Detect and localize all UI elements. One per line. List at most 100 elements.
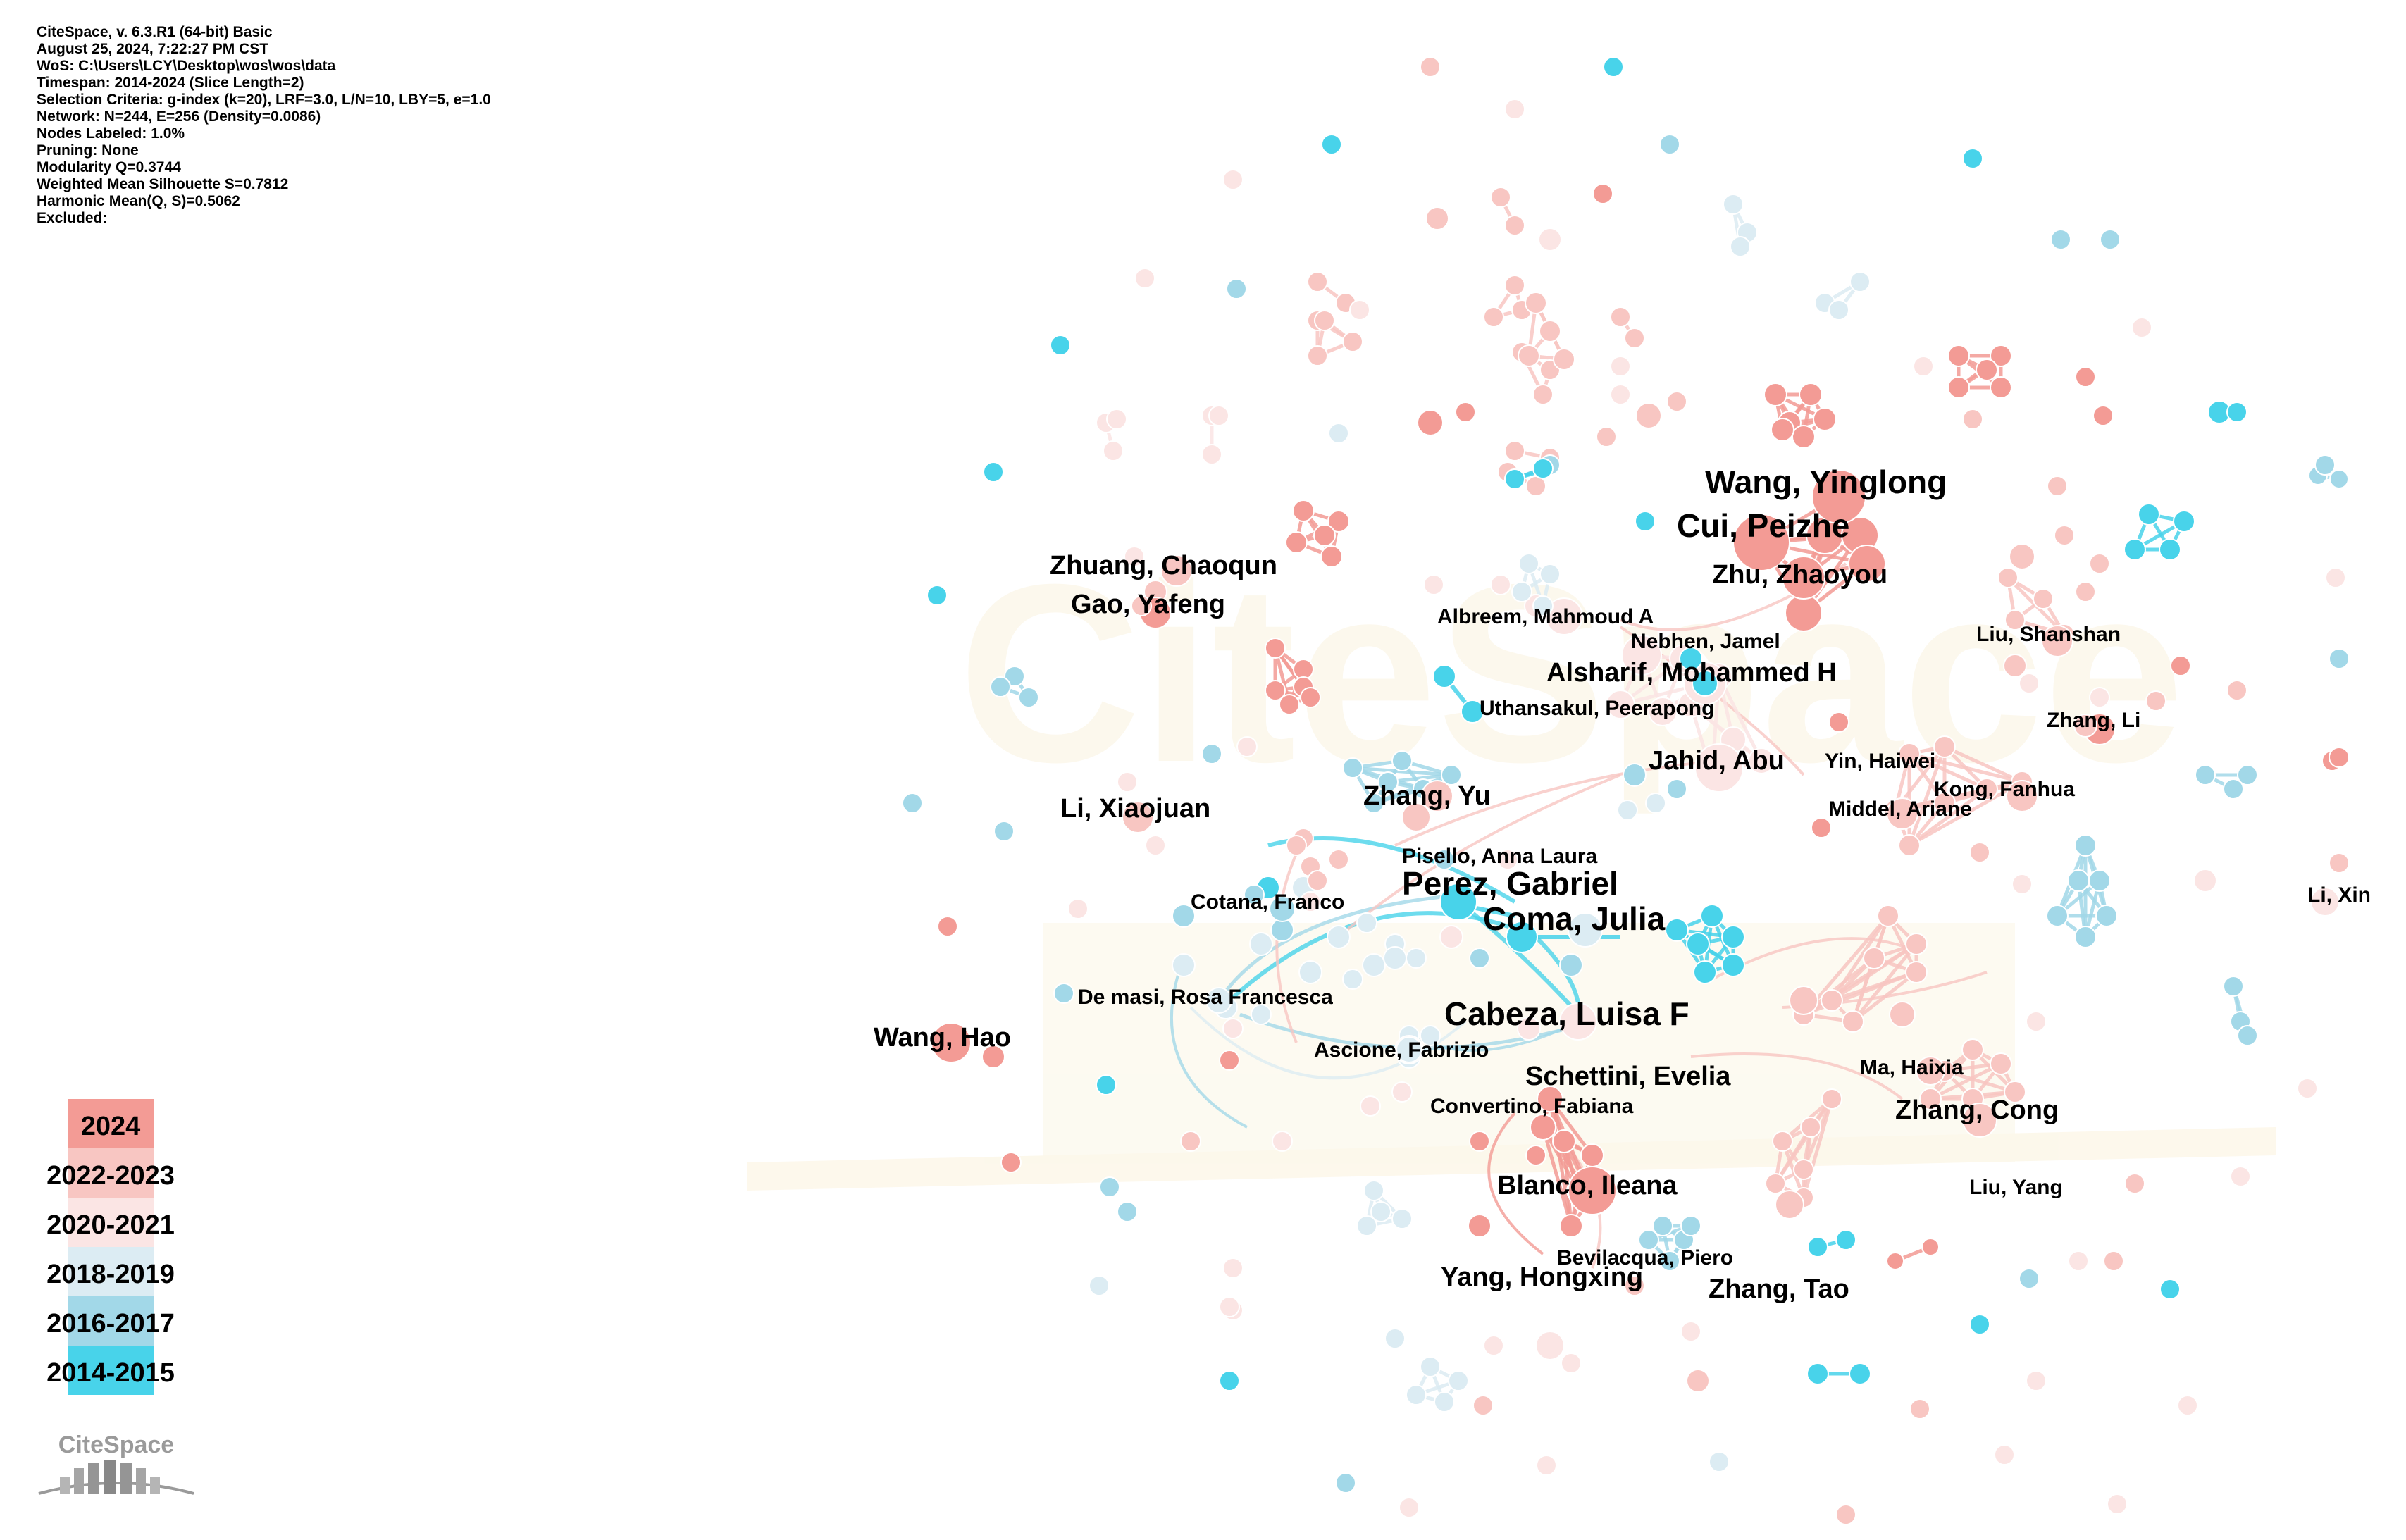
author-node[interactable] bbox=[1748, 747, 1775, 774]
author-node[interactable] bbox=[1721, 953, 1745, 977]
author-node[interactable] bbox=[1483, 1335, 1504, 1356]
author-node[interactable] bbox=[2170, 655, 2191, 676]
author-label[interactable]: Coma, Julia bbox=[1483, 900, 1666, 937]
author-label[interactable]: Yang, Hongxing bbox=[1441, 1262, 1643, 1292]
author-node[interactable] bbox=[983, 461, 1004, 483]
author-node[interactable] bbox=[2026, 1011, 2047, 1032]
author-node[interactable] bbox=[1172, 904, 1196, 928]
author-node[interactable] bbox=[1160, 554, 1193, 587]
author-node[interactable] bbox=[2050, 229, 2071, 250]
author-node[interactable] bbox=[2226, 680, 2247, 701]
author-node[interactable] bbox=[1793, 1159, 1814, 1180]
author-node[interactable] bbox=[1559, 1214, 1583, 1238]
author-node[interactable] bbox=[1145, 835, 1166, 856]
author-node[interactable] bbox=[1455, 402, 1476, 423]
author-node[interactable] bbox=[2074, 926, 2097, 948]
author-node[interactable] bbox=[1201, 743, 1222, 764]
author-node[interactable] bbox=[2026, 1370, 2047, 1391]
author-node[interactable] bbox=[1680, 1321, 1701, 1342]
author-node[interactable] bbox=[2297, 1078, 2318, 1099]
author-node[interactable] bbox=[1933, 792, 1956, 814]
author-node[interactable] bbox=[2226, 402, 2247, 423]
author-node[interactable] bbox=[1889, 1001, 1916, 1028]
author-node[interactable] bbox=[1537, 1086, 1563, 1112]
author-node[interactable] bbox=[1799, 383, 1823, 406]
author-label[interactable]: Bevilacqua, Piero bbox=[1557, 1246, 1733, 1269]
author-label[interactable]: Zhuang, Chaoqun bbox=[1050, 551, 1277, 580]
author-node[interactable] bbox=[2124, 1173, 2145, 1194]
author-node[interactable] bbox=[2223, 778, 2244, 800]
author-node[interactable] bbox=[1370, 1201, 1391, 1222]
author-node[interactable] bbox=[1468, 1214, 1492, 1238]
author-node[interactable] bbox=[1124, 546, 1145, 567]
author-node[interactable] bbox=[1592, 183, 1613, 204]
author-node[interactable] bbox=[1298, 960, 1322, 984]
author-label[interactable]: Nebhen, Jamel bbox=[1631, 630, 1780, 653]
author-node[interactable] bbox=[1947, 376, 1970, 399]
author-node[interactable] bbox=[2003, 654, 2027, 678]
author-node[interactable] bbox=[1117, 771, 1138, 793]
author-node[interactable] bbox=[1391, 1081, 1413, 1103]
author-node[interactable] bbox=[2329, 648, 2350, 669]
author-node[interactable] bbox=[1314, 310, 1335, 331]
author-node[interactable] bbox=[1180, 1131, 1201, 1152]
author-node[interactable] bbox=[926, 585, 948, 606]
author-node[interactable] bbox=[1425, 206, 1449, 230]
author-node[interactable] bbox=[1265, 638, 1286, 659]
author-node[interactable] bbox=[1219, 1296, 1240, 1317]
author-label[interactable]: Liu, Shanshan bbox=[1976, 623, 2121, 646]
author-label[interactable]: Middel, Ariane bbox=[1828, 797, 1972, 821]
author-label[interactable]: Kong, Fanhua bbox=[1934, 778, 2075, 801]
author-node[interactable] bbox=[937, 916, 958, 937]
author-node[interactable] bbox=[1272, 1131, 1293, 1152]
author-node[interactable] bbox=[1420, 56, 1441, 77]
author-node[interactable] bbox=[1307, 271, 1328, 292]
author-node[interactable] bbox=[1772, 1131, 1793, 1152]
author-node[interactable] bbox=[1420, 1356, 1441, 1377]
author-node[interactable] bbox=[1497, 849, 1518, 870]
author-node[interactable] bbox=[2123, 538, 2146, 561]
author-node[interactable] bbox=[1659, 134, 1680, 155]
author-node[interactable] bbox=[1559, 953, 1583, 977]
author-node[interactable] bbox=[1307, 345, 1328, 366]
author-node[interactable] bbox=[2103, 1250, 2124, 1272]
author-node[interactable] bbox=[1328, 849, 1349, 870]
author-node[interactable] bbox=[1226, 278, 1247, 299]
author-node[interactable] bbox=[1122, 801, 1154, 833]
author-node[interactable] bbox=[1293, 659, 1314, 680]
author-node[interactable] bbox=[2054, 525, 2075, 546]
author-node[interactable] bbox=[1997, 567, 2019, 588]
author-node[interactable] bbox=[1976, 778, 1998, 800]
author-node[interactable] bbox=[1401, 802, 1431, 832]
author-label[interactable]: De masi, Rosa Francesca bbox=[1078, 986, 1333, 1009]
author-node[interactable] bbox=[1680, 1215, 1701, 1236]
author-node[interactable] bbox=[2107, 1494, 2128, 1515]
author-node[interactable] bbox=[1811, 817, 1832, 838]
author-node[interactable] bbox=[1610, 306, 1631, 328]
author-node[interactable] bbox=[1538, 228, 1562, 252]
author-node[interactable] bbox=[2159, 538, 2181, 561]
author-node[interactable] bbox=[1693, 960, 1717, 984]
author-node[interactable] bbox=[2075, 366, 2096, 387]
author-label[interactable]: Convertino, Fabiana bbox=[1430, 1095, 1634, 1118]
author-node[interactable] bbox=[1342, 757, 1363, 778]
author-node[interactable] bbox=[1328, 423, 1349, 444]
author-node[interactable] bbox=[2237, 1025, 2258, 1046]
author-label[interactable]: Alsharif, Mohammed H bbox=[1546, 658, 1837, 688]
author-node[interactable] bbox=[1439, 883, 1477, 921]
author-label[interactable]: Uthansakul, Peerapong bbox=[1480, 697, 1714, 720]
author-node[interactable] bbox=[1686, 932, 1710, 956]
author-node[interactable] bbox=[1813, 407, 1837, 431]
author-node[interactable] bbox=[1383, 946, 1407, 970]
author-node[interactable] bbox=[1652, 1215, 1673, 1236]
author-node[interactable] bbox=[1300, 891, 1321, 912]
author-node[interactable] bbox=[2159, 1279, 2181, 1300]
author-node[interactable] bbox=[1099, 1176, 1120, 1198]
author-node[interactable] bbox=[1877, 905, 1899, 927]
author-node[interactable] bbox=[1807, 1236, 1828, 1258]
author-node[interactable] bbox=[1469, 948, 1490, 969]
author-node[interactable] bbox=[1362, 953, 1386, 977]
author-node[interactable] bbox=[1053, 983, 1074, 1004]
author-node[interactable] bbox=[1461, 700, 1484, 724]
author-node[interactable] bbox=[1504, 440, 1525, 461]
